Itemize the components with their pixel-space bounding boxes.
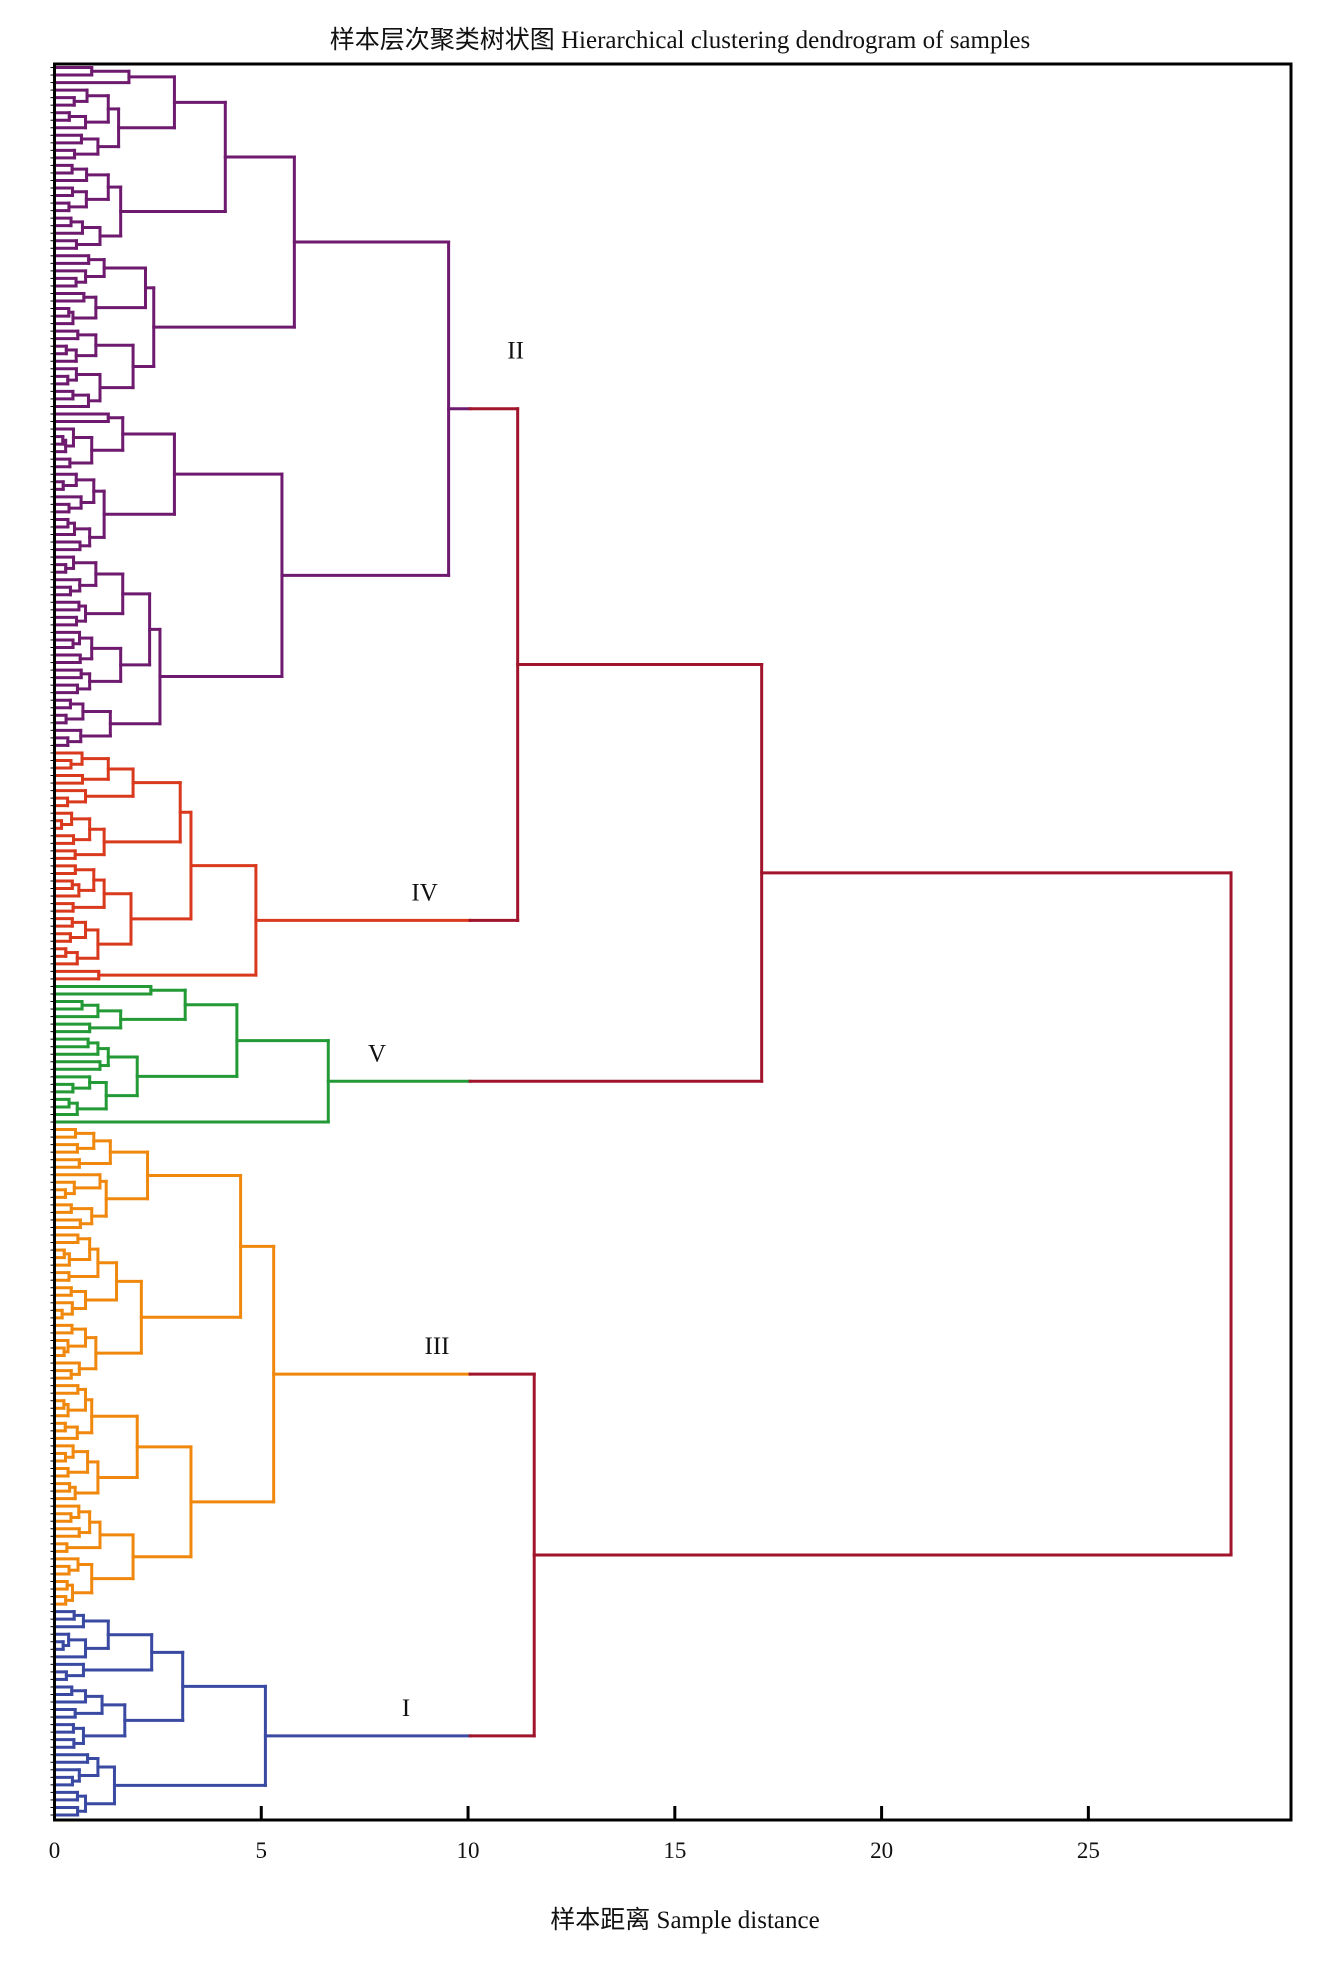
x-tick-label: 5 xyxy=(256,1838,268,1863)
chart-title: 样本层次聚类树状图 Hierarchical clustering dendro… xyxy=(330,26,1031,54)
cluster-label-III: III xyxy=(425,1333,450,1360)
x-axis-label: 样本距离 Sample distance xyxy=(550,1906,819,1934)
x-tick-label: 0 xyxy=(49,1838,61,1863)
cluster-label-IV: IV xyxy=(411,879,437,906)
x-axis-ticks: 0 5 10 15 20 25 xyxy=(49,1806,1100,1863)
dendrogram-links xyxy=(53,66,1233,1817)
x-tick-label: 25 xyxy=(1077,1838,1100,1863)
cluster-label-II: II xyxy=(507,338,524,365)
x-tick-label: 20 xyxy=(870,1838,893,1863)
x-tick-label: 15 xyxy=(663,1838,686,1863)
plot-frame xyxy=(53,62,1293,1822)
cluster-label-I: I xyxy=(402,1695,410,1722)
x-tick-label: 10 xyxy=(457,1838,480,1863)
cluster-label-V: V xyxy=(368,1040,386,1067)
